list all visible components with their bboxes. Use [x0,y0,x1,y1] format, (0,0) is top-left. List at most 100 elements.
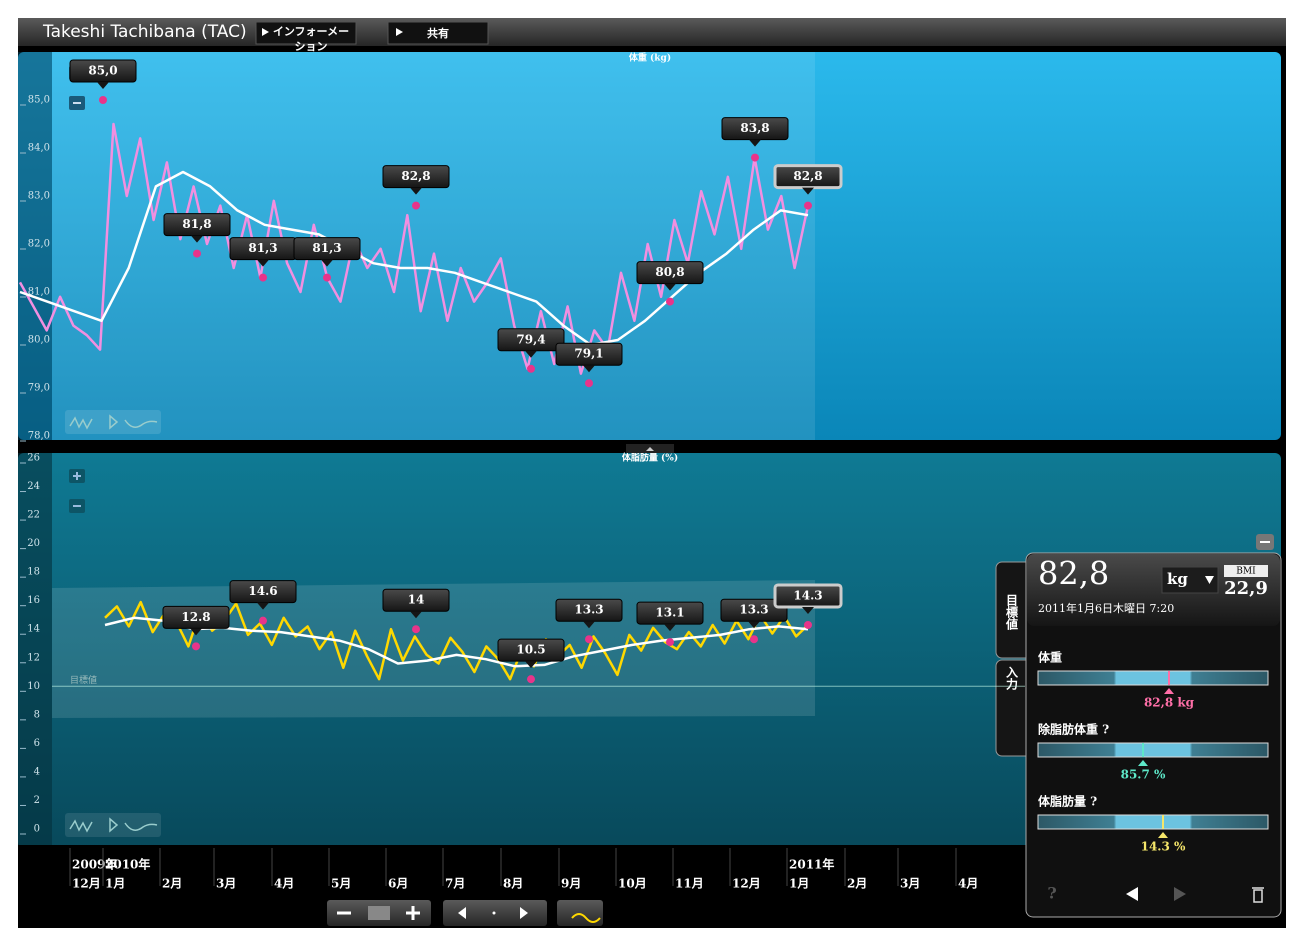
unit-label: kg [1167,570,1188,588]
tab-label: 入力 [1005,666,1019,691]
title-bar [18,18,1286,46]
info-button-text: インフォーメーション [272,25,350,53]
metric-label: 除脂肪体重 ? [1038,722,1109,737]
weight-panel [18,52,1281,440]
metric-label: 体脂肪量 ? [1038,794,1097,809]
y-tick-label: 20 [27,538,40,549]
y-axis-strip [18,453,52,848]
play-icon [396,28,403,36]
info-button-label: インフォーメーション [272,25,350,53]
data-point [527,675,535,684]
callout-label: 85,0 [88,64,117,78]
callout-label: 81,3 [248,241,277,255]
y-tick-label: 24 [27,481,40,492]
callout-label: 81,8 [182,217,211,231]
metric-pointer [1158,832,1168,838]
month-label: 2月 [847,877,867,891]
y-tick-label: 84,0 [28,143,50,154]
smooth-toggle[interactable] [65,813,161,837]
callout-pointer [410,611,422,619]
callout-pointer [321,259,333,267]
y-tick-label: 22 [27,510,40,521]
metric-value: 14.3 % [1141,840,1186,854]
y-tick-label: 16 [27,595,40,606]
data-point [527,364,535,373]
delete-icon[interactable] [1252,887,1264,903]
data-point [259,616,267,625]
callout: 14.6 [229,580,297,625]
month-label: 2月 [162,877,182,891]
callout: 13.3 [555,598,623,644]
target-label: 目標値 [70,674,97,686]
window-title: Takeshi Tachibana (TAC) [42,22,247,42]
help-icon[interactable]: ? [1047,884,1056,903]
y-tick-label: 78,0 [28,431,50,442]
callout: 82,8 [773,164,843,210]
month-label: 7月 [445,877,465,891]
prev-entry[interactable] [1126,887,1138,901]
callout: 13.1 [636,601,704,647]
callout-pointer [525,350,537,358]
bmi-label: BMI [1236,567,1256,577]
play-icon [262,28,269,36]
month-label: 8月 [503,877,523,891]
callout-label: 79,4 [516,332,545,346]
month-label: 11月 [675,877,704,891]
callout: 81,3 [229,237,297,282]
callout-label: 80,8 [655,265,684,279]
callout: 85,0 [69,59,137,104]
callout: 83,8 [721,117,789,162]
callout-pointer [257,259,269,267]
callout-label: 13.3 [574,603,603,617]
data-point [323,273,331,282]
callout-pointer [97,82,109,89]
y-tick-label: 6 [34,738,40,749]
month-label: 9月 [561,877,581,891]
y-tick-label: 4 [34,766,40,777]
month-label: 3月 [900,877,920,891]
callout: 82,8 [382,165,450,210]
callout: 14 [382,588,450,634]
data-point [804,201,812,210]
callout-pointer [748,621,760,629]
goal-band [52,580,815,718]
month-label: 1月 [789,877,809,891]
callout-label: 13.1 [655,606,684,620]
smooth-button[interactable] [557,900,603,926]
chart-title: 体重 (kg) [629,52,671,64]
share-button[interactable] [387,21,489,45]
fat-panel [18,453,1281,848]
year-label: 2010年 [105,857,150,872]
y-tick-label: 83,0 [28,191,50,202]
y-tick-label: 0 [34,824,40,835]
data-point [412,201,420,210]
callout-pointer [802,187,814,195]
data-point [750,635,758,644]
data-point [193,249,201,258]
data-point [259,273,267,282]
data-point [412,625,420,634]
year-label: 2009年 [72,857,117,872]
next-entry[interactable] [1174,887,1186,901]
month-label: 3月 [216,877,236,891]
callout-pointer [410,187,422,195]
callout: 80,8 [636,261,704,306]
month-label: 4月 [958,877,978,891]
callout-pointer [664,283,676,291]
info-button[interactable] [255,21,357,45]
month-label: 10月 [618,877,647,891]
callout-pointer [191,235,203,243]
callout-pointer [749,139,761,147]
callout-label: 13.3 [739,603,768,617]
y-tick-label: 26 [27,453,40,464]
data-point [99,96,107,104]
smooth-toggle[interactable] [65,410,161,434]
callout: 13.3 [720,598,788,644]
callout: 14.3 [773,583,843,629]
chart-title: 体脂肪量 (%) [622,452,678,464]
callout: 10.5 [497,638,565,684]
callout-label: 82,8 [401,169,430,183]
callout-label: 14 [408,593,425,607]
bmi-value: 22,9 [1224,578,1268,599]
